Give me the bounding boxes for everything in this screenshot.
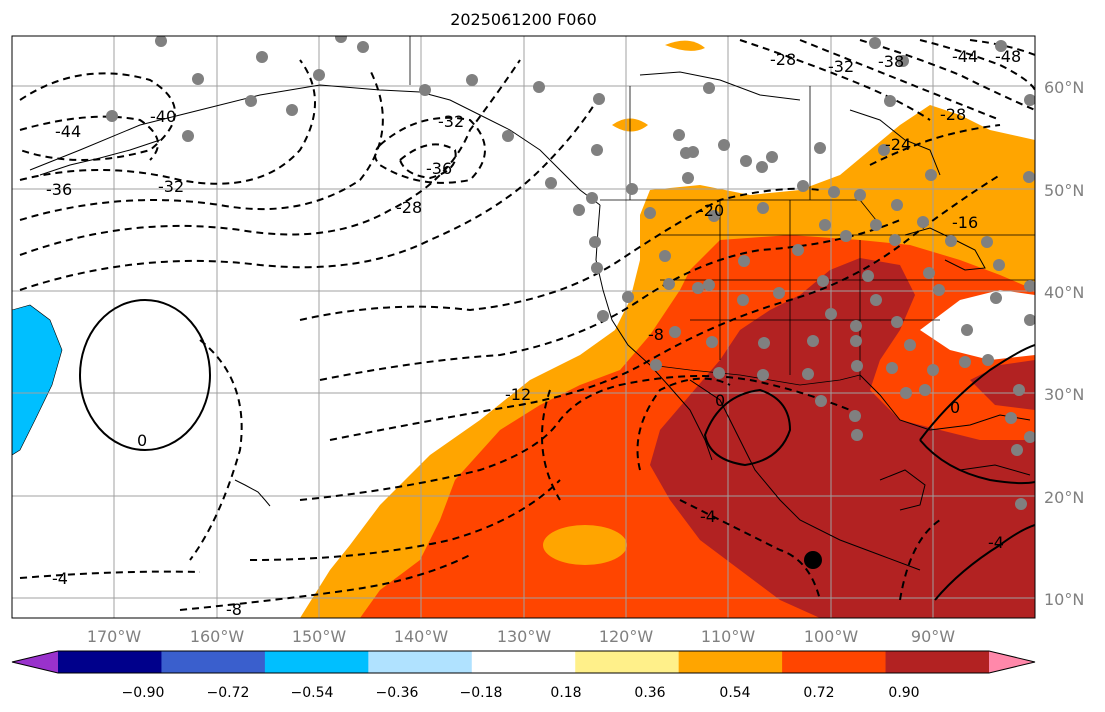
contour-label: -40 (150, 107, 176, 126)
colorbar-segment (885, 651, 990, 673)
lon-label: 170°W (87, 627, 142, 646)
contour-label: 0 (715, 391, 725, 410)
lon-label: 150°W (292, 627, 347, 646)
coast-great-lakes (904, 227, 986, 271)
colorbar-tick-label: 0.36 (634, 685, 665, 701)
colorbar-segment (264, 651, 369, 673)
colorbar (11, 650, 1036, 674)
colorbar-tick-label: −0.72 (207, 685, 250, 701)
lat-label: 60°N (1044, 78, 1084, 97)
contour-label: -28 (940, 105, 966, 124)
shading-orange-patch1 (665, 40, 705, 51)
shading-dark-red (650, 258, 1035, 618)
latitude-labels: 60°N 50°N 40°N 30°N 20°N 10°N (1044, 78, 1084, 609)
colorbar-segment (678, 651, 783, 673)
shading-blue (12, 304, 63, 456)
colorbar-segment (575, 651, 680, 673)
contour-label: -8 (648, 325, 664, 344)
lon-label: 160°W (190, 627, 245, 646)
colorbar-segment (368, 651, 473, 673)
colorbar-extend-high (989, 651, 1035, 673)
contour-label: -32 (828, 57, 854, 76)
lon-label: 100°W (804, 627, 859, 646)
lat-label: 40°N (1044, 283, 1084, 302)
colorbar-tick-label: −0.36 (376, 685, 419, 701)
colorbar-tick-label: −0.18 (460, 685, 503, 701)
contour-label: -38 (878, 52, 904, 71)
coast-gulf (859, 374, 1031, 431)
coast-yucatan (879, 469, 926, 511)
contour-label: -16 (952, 213, 978, 232)
colorbar-segment (471, 651, 576, 673)
station-markers (106, 36, 1035, 510)
lat-label: 20°N (1044, 488, 1084, 507)
contour-label: -48 (995, 47, 1021, 66)
coast-arctic (639, 71, 801, 101)
contour-label: -24 (885, 135, 911, 154)
contours-negative (19, 39, 1035, 611)
shading-orange-inner (543, 525, 627, 565)
colorbar-segment (782, 651, 887, 673)
contour-label: -36 (46, 180, 72, 199)
contour-label: -8 (226, 600, 242, 619)
map-title: 2025061200 F060 (450, 10, 597, 29)
colorbar-tick-label: −0.90 (122, 685, 165, 701)
contours-zero (79, 299, 1035, 601)
colorbar-tick-label: 0.54 (719, 685, 750, 701)
highlight-station-marker (804, 551, 822, 569)
contour-labels: -44 -40 -36 -32 -28 -32 -36 -28 -24 -20 … (46, 47, 1021, 619)
lat-label: 50°N (1044, 181, 1084, 200)
graticule (12, 36, 1035, 618)
contour-label: -28 (396, 198, 422, 217)
hawaii (234, 479, 271, 507)
contour-label: -4 (700, 507, 716, 526)
shading-white-se (920, 290, 1035, 360)
contour-label: 0 (137, 431, 147, 450)
colorbar-tick-label: 0.72 (803, 685, 834, 701)
contour-label: -44 (952, 47, 978, 66)
coast-aleutians (39, 139, 161, 176)
colorbar-segment (161, 651, 266, 673)
map-area: -44 -40 -36 -32 -28 -32 -36 -28 -24 -20 … (12, 36, 1035, 619)
contour-label: -44 (55, 122, 81, 141)
map-frame (11, 35, 1036, 619)
coast-cuba (959, 464, 1031, 476)
coast-hudson (849, 109, 941, 176)
contour-label: -4 (988, 533, 1004, 552)
contour-label: -32 (158, 177, 184, 196)
contour-label: 0 (950, 398, 960, 417)
contour-label: -36 (426, 159, 452, 178)
contour-label: -28 (770, 50, 796, 69)
colorbar-tick-label: 0.18 (550, 685, 581, 701)
lon-label: 130°W (497, 627, 552, 646)
coast-baja (649, 364, 713, 461)
colorbar-outline (11, 650, 1036, 674)
coast-mexico (689, 379, 921, 571)
contour-label: -20 (698, 201, 724, 220)
coast-west-us (595, 204, 651, 366)
colorbar-tick-label: 0.90 (888, 685, 919, 701)
contour-label: -12 (505, 385, 531, 404)
lat-label: 30°N (1044, 385, 1084, 404)
lon-label: 110°W (701, 627, 756, 646)
colorbar-segment (58, 651, 162, 673)
lat-label: 10°N (1044, 590, 1084, 609)
colorbar-tick-labels: −0.90 −0.72 −0.54 −0.36 −0.18 0.18 0.36 … (122, 685, 920, 701)
lon-label: 140°W (394, 627, 449, 646)
contour-label: -32 (438, 112, 464, 131)
longitude-labels: 170°W 160°W 150°W 140°W 130°W 120°W 110°… (87, 627, 955, 646)
lon-label: 120°W (599, 627, 654, 646)
contour-label: -4 (52, 569, 68, 588)
colorbar-extend-low (12, 651, 58, 673)
colorbar-tick-label: −0.54 (291, 685, 334, 701)
lon-label: 90°W (911, 627, 955, 646)
